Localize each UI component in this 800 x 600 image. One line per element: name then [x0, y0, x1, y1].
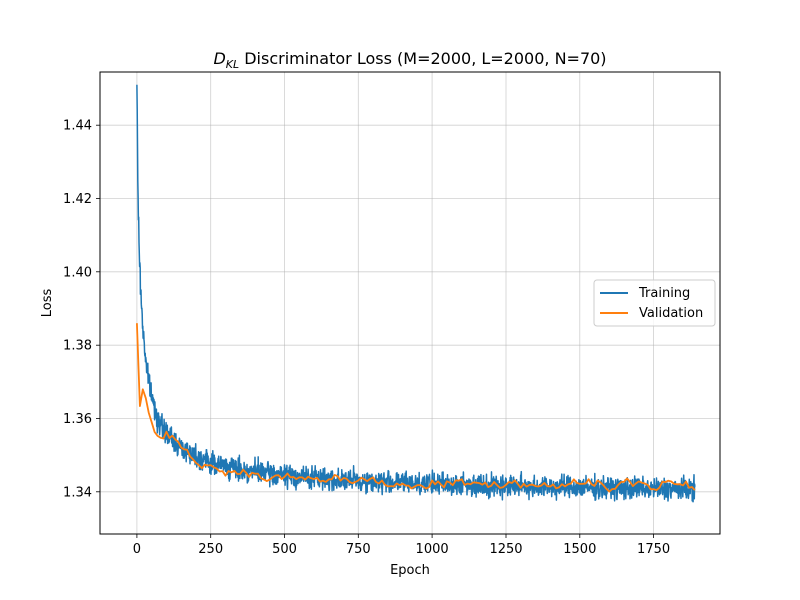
title-symbol: D: [213, 49, 225, 68]
x-axis-ticks: 0 250 500 750 1000 1250 1500 1750: [133, 534, 670, 557]
x-tick-label: 0: [133, 542, 141, 557]
y-axis-ticks: 1.34 1.36 1.38 1.40 1.42 1.44: [63, 119, 100, 500]
y-tick-label: 1.44: [63, 119, 92, 134]
title-subscript: KL: [226, 58, 239, 71]
x-tick-label: 1250: [489, 542, 522, 557]
y-tick-label: 1.36: [63, 412, 92, 427]
y-tick-label: 1.40: [63, 265, 92, 280]
title-rest: Discriminator Loss (M=2000, L=2000, N=70…: [239, 49, 606, 68]
x-axis-label: Epoch: [390, 563, 430, 578]
y-tick-label: 1.34: [63, 485, 92, 500]
x-tick-label: 250: [198, 542, 223, 557]
x-tick-label: 1000: [416, 542, 449, 557]
chart-title: DKL Discriminator Loss (M=2000, L=2000, …: [213, 49, 606, 71]
y-axis-label: Loss: [40, 289, 55, 318]
series-line-validation: [136, 323, 696, 493]
legend-box: [593, 279, 716, 327]
x-tick-label: 1750: [637, 542, 670, 557]
legend: Training Validation: [593, 279, 716, 327]
series-layer: [136, 84, 696, 503]
x-tick-label: 500: [272, 542, 297, 557]
y-tick-label: 1.38: [63, 339, 92, 354]
y-tick-label: 1.42: [63, 192, 92, 207]
legend-label-training: Training: [638, 286, 690, 301]
grid-lines: [100, 72, 720, 534]
x-tick-label: 750: [346, 542, 371, 557]
plot-frame: [99, 71, 721, 535]
legend-label-validation: Validation: [639, 306, 703, 321]
x-tick-label: 1500: [563, 542, 596, 557]
